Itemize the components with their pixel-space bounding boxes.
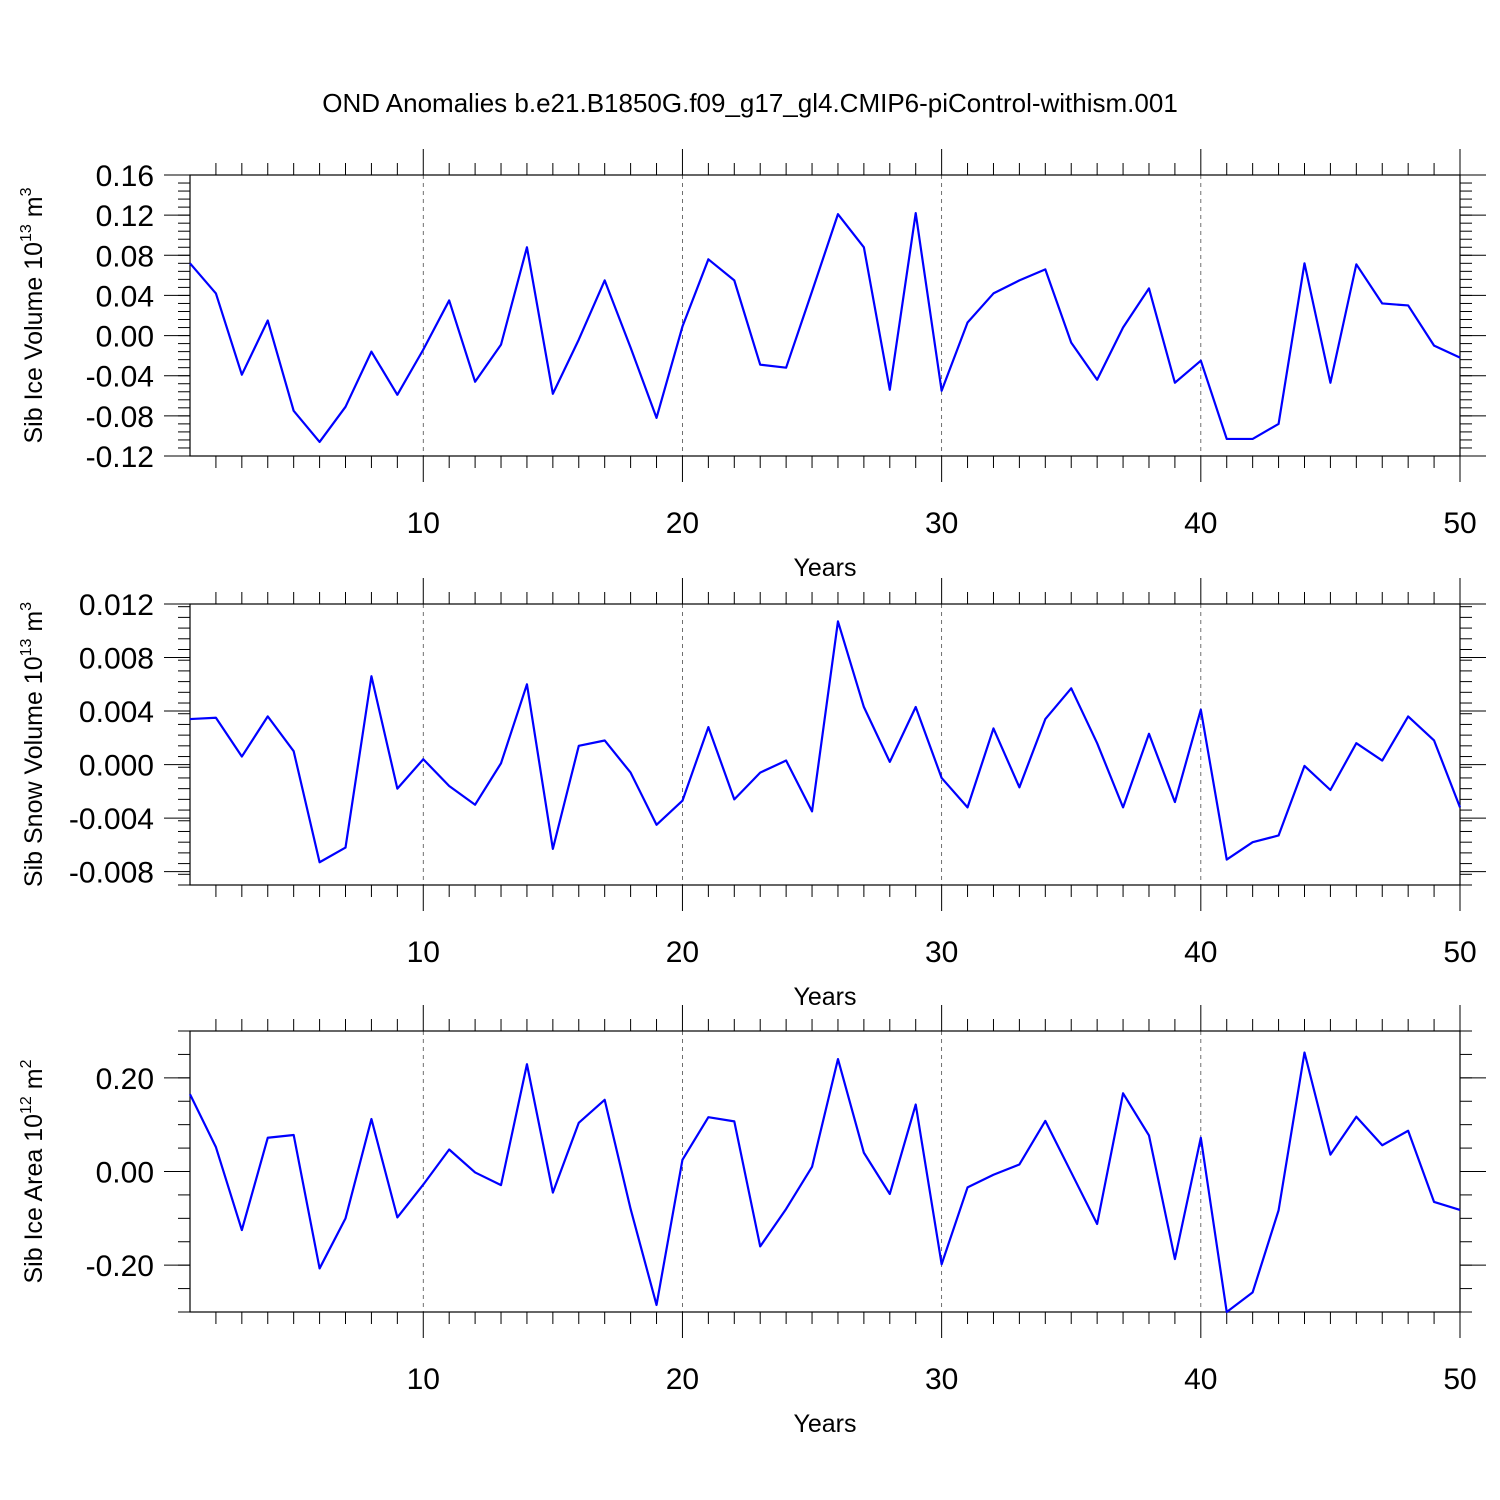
y-tick-label: 0.004 (79, 696, 154, 729)
y-tick-label: 0.08 (96, 240, 154, 273)
y-axis-label-unit-exponent: 3 (18, 602, 35, 611)
y-axis-label-unit: m (20, 1068, 48, 1096)
y-axis-label: Sib Ice Volume 1013 m3 (18, 187, 48, 443)
y-tick-label: 0.000 (79, 750, 154, 783)
x-tick-label: 20 (666, 1363, 699, 1396)
plot-frame (189, 174, 1461, 457)
y-axis-label-exponent: 13 (18, 638, 35, 656)
x-axis-label: Years (793, 554, 856, 582)
x-tick-label: 50 (1443, 507, 1476, 540)
y-axis-label: Sib Snow Volume 1013 m3 (18, 602, 48, 887)
y-tick-label: 0.012 (79, 589, 154, 622)
x-tick-label: 10 (407, 1363, 440, 1396)
y-tick-label: -0.004 (69, 803, 154, 836)
y-axis-label-exponent: 13 (18, 224, 35, 242)
series-line (189, 620, 1462, 864)
x-tick-label: 50 (1443, 1363, 1476, 1396)
y-tick-label: 0.008 (79, 643, 154, 676)
y-axis-label-unit: m (20, 196, 48, 224)
y-axis-label-text: Sib Ice Volume 10 (20, 242, 48, 444)
y-tick-label: -0.20 (86, 1250, 154, 1283)
x-tick-label: 20 (666, 936, 699, 969)
y-axis-label-unit-exponent: 3 (18, 187, 35, 196)
plot-frame (189, 603, 1461, 886)
chart-panel-2: 10 20 30 40 50 Years -0.008 -0.004 0.000 0.004 0.0… (18, 578, 1486, 1011)
y-tick-label: -0.12 (86, 441, 154, 474)
y-axis-label: Sib Ice Area 1012 m2 (18, 1059, 48, 1283)
y-tick-label: -0.008 (69, 857, 154, 890)
y-axis-label-unit-exponent: 2 (18, 1059, 35, 1068)
y-tick-label: 0.00 (96, 321, 154, 354)
x-tick-label: 10 (407, 507, 440, 540)
x-tick-label: 40 (1184, 936, 1217, 969)
figure-title: OND Anomalies b.e21.B1850G.f09_g17_gl4.C… (322, 88, 1178, 118)
x-tick-label: 30 (925, 507, 958, 540)
x-tick-label: 30 (925, 1363, 958, 1396)
y-axis-label-text: Sib Ice Area 10 (20, 1114, 48, 1284)
x-tick-label: 50 (1443, 936, 1476, 969)
series-line (189, 212, 1461, 444)
y-tick-label: -0.08 (86, 401, 154, 434)
chart-panel-3: 10 20 30 40 50 Years -0.20 0.00 0.20 Sib Ice Area… (18, 1005, 1486, 1438)
x-tick-label: 20 (666, 507, 699, 540)
x-tick-label: 40 (1184, 1363, 1217, 1396)
x-tick-label: 10 (407, 936, 440, 969)
y-tick-label: 0.16 (96, 160, 154, 193)
x-axis-label: Years (793, 1410, 856, 1438)
series-line (189, 1051, 1461, 1314)
chart-panel-1: 10 20 30 40 50 Years -0.12 -0.08 -0.04 0.00 0.04 0.… (18, 149, 1486, 582)
y-axis-label-text: Sib Snow Volume 10 (20, 656, 48, 887)
panels: 10 20 30 40 50 Years -0.12 -0.08 -0.04 0.00 0.04 0.… (18, 149, 1486, 1438)
y-tick-label: 0.04 (96, 280, 154, 313)
y-tick-label: 0.12 (96, 200, 154, 233)
y-axis-label-exponent: 12 (18, 1096, 35, 1114)
x-tick-label: 30 (925, 936, 958, 969)
y-tick-label: 0.00 (96, 1157, 154, 1190)
y-axis-label-unit: m (20, 611, 48, 639)
y-tick-label: 0.20 (96, 1063, 154, 1096)
x-axis-label: Years (793, 983, 856, 1011)
plot-frame (189, 1030, 1461, 1313)
y-tick-label: -0.04 (86, 361, 154, 394)
x-tick-label: 40 (1184, 507, 1217, 540)
